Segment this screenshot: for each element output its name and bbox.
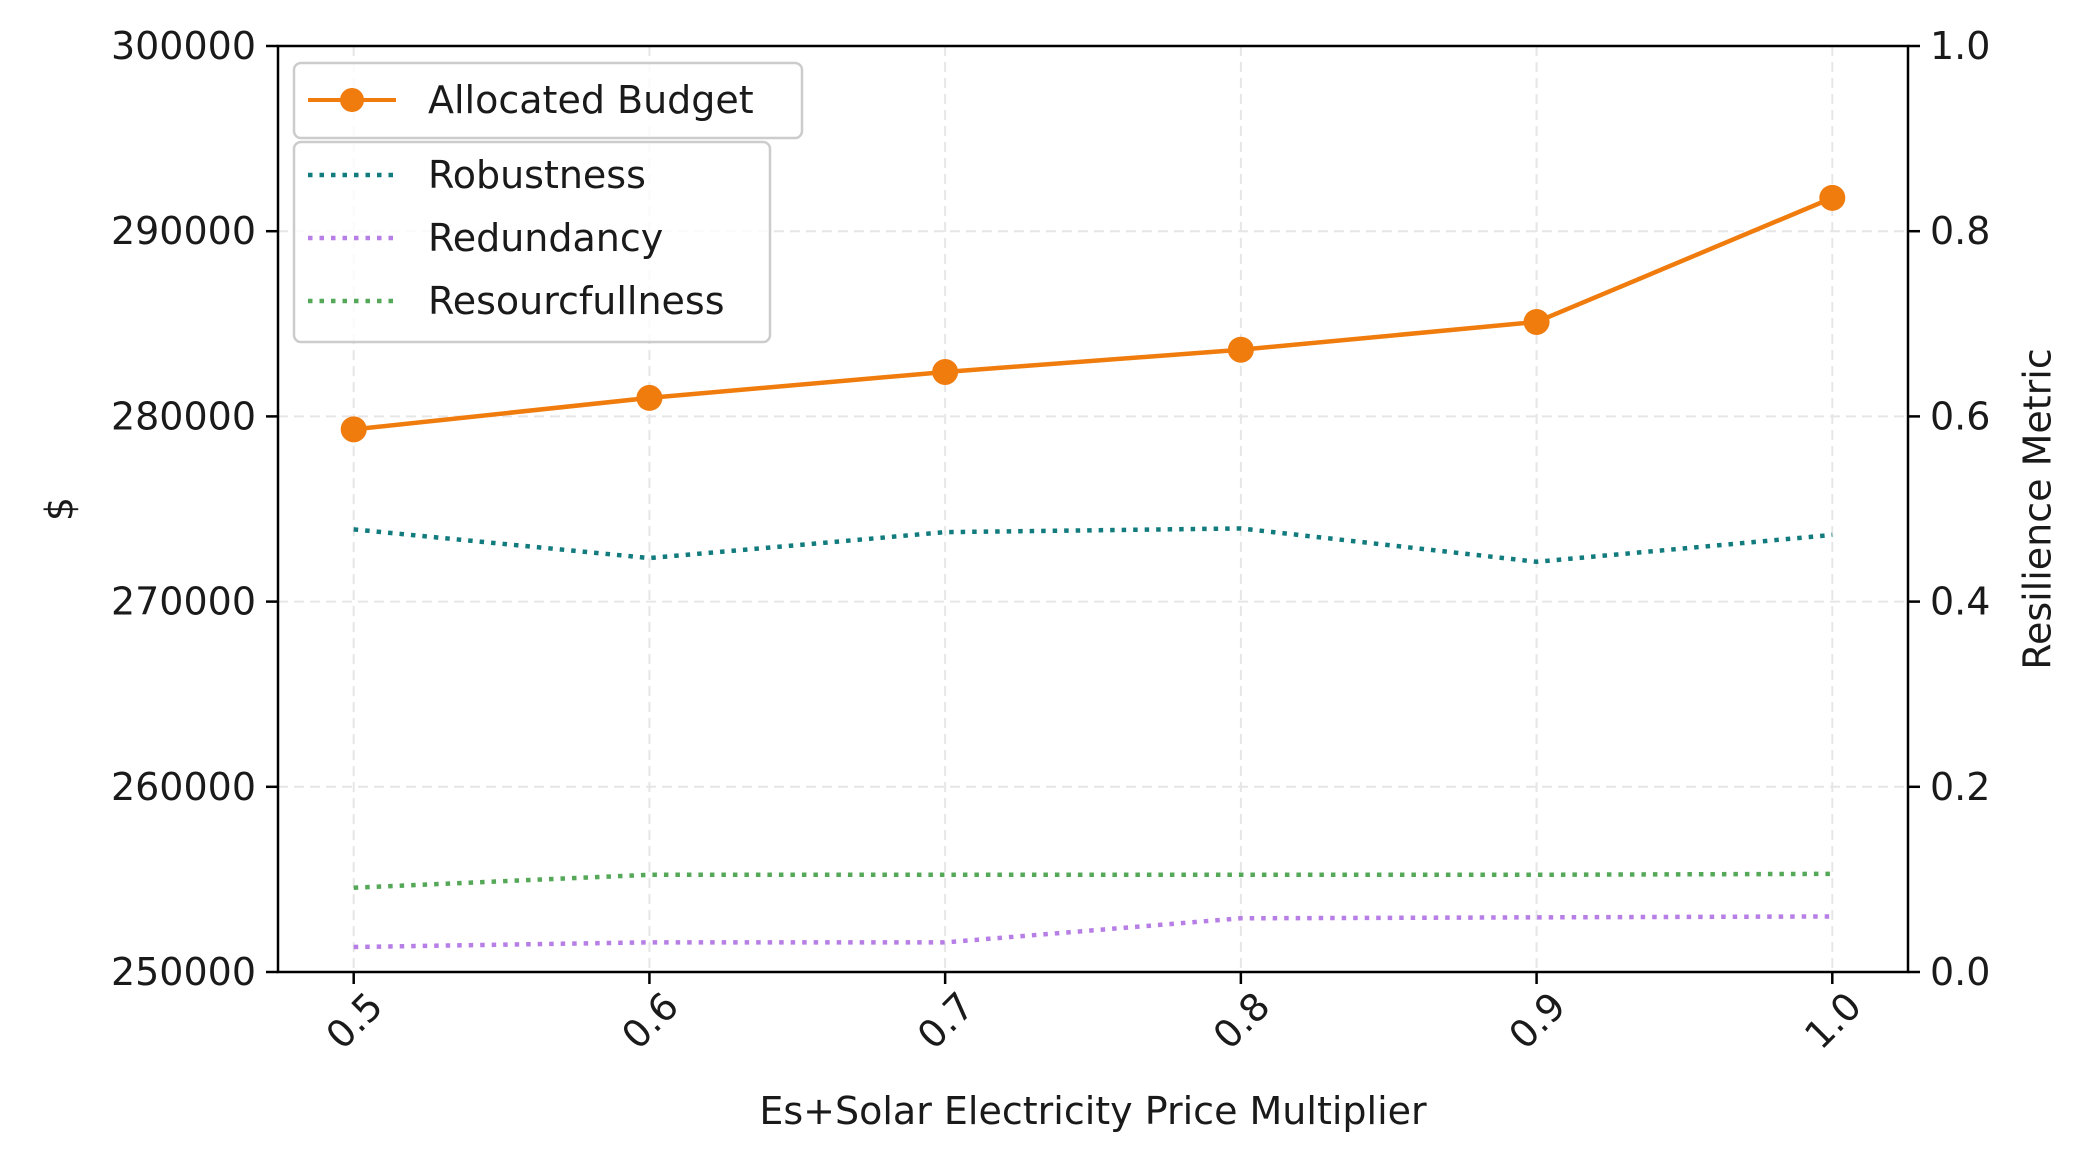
legend-metrics: Robustness Redundancy Resourcfullness <box>292 140 772 344</box>
plot-series <box>340 184 1846 950</box>
x-tick-label: 0.8 <box>1205 984 1279 1058</box>
series-point-allocated-budget <box>932 358 959 385</box>
legend-robustness-label: Robustness <box>428 153 646 197</box>
y-tick-label: 290000 <box>111 209 256 253</box>
y2-tick-label: 0.2 <box>1930 765 1990 809</box>
grid-lines <box>278 45 1908 973</box>
series-point-allocated-budget <box>1523 308 1550 335</box>
x-tick-label: 1.0 <box>1796 984 1870 1058</box>
x-tick-label: 0.7 <box>909 984 983 1058</box>
series-point-allocated-budget <box>1819 184 1846 211</box>
x-tick-label: 0.9 <box>1500 984 1574 1058</box>
legend-metrics-box <box>292 140 772 344</box>
y2-tick-label: 0.6 <box>1930 394 1990 438</box>
y-tick-label: 280000 <box>111 394 256 438</box>
series-line-redundancy <box>353 914 1833 950</box>
legend-budget-label: Allocated Budget <box>428 78 754 122</box>
legend-budget: Allocated Budget <box>292 61 804 140</box>
y-tick-label: 300000 <box>111 24 256 68</box>
x-tick-label: 0.6 <box>613 984 687 1058</box>
x-tick-label: 0.5 <box>317 984 391 1058</box>
y2-tick-label: 1.0 <box>1930 24 1990 68</box>
series-point-allocated-budget <box>636 384 663 411</box>
series-line-allocated-budget <box>353 195 1834 432</box>
y-tick-label: 260000 <box>111 765 256 809</box>
legend-redundancy-label: Redundancy <box>428 216 663 260</box>
series-line-robustness <box>353 526 1833 565</box>
y-tick-label: 270000 <box>111 580 256 624</box>
y-tick-label: 250000 <box>111 950 256 994</box>
series-point-allocated-budget <box>1227 336 1254 363</box>
plot-frame <box>276 44 1910 974</box>
legend-budget-marker <box>340 88 364 112</box>
series-line-resourcfullness <box>353 871 1833 890</box>
y2-tick-label: 0.4 <box>1930 580 1990 624</box>
y2-tick-label: 0.0 <box>1930 950 1990 994</box>
x-axis-label: Es+Solar Electricity Price Multiplier <box>759 1089 1427 1133</box>
y-axis-label: $ <box>38 497 82 521</box>
y2-axis-label: Resilience Metric <box>2016 348 2060 670</box>
legend-budget-box <box>292 61 804 140</box>
y2-tick-label: 0.8 <box>1930 209 1990 253</box>
series-point-allocated-budget <box>340 416 367 443</box>
legend-resourcefulness-label: Resourcfullness <box>428 279 725 323</box>
